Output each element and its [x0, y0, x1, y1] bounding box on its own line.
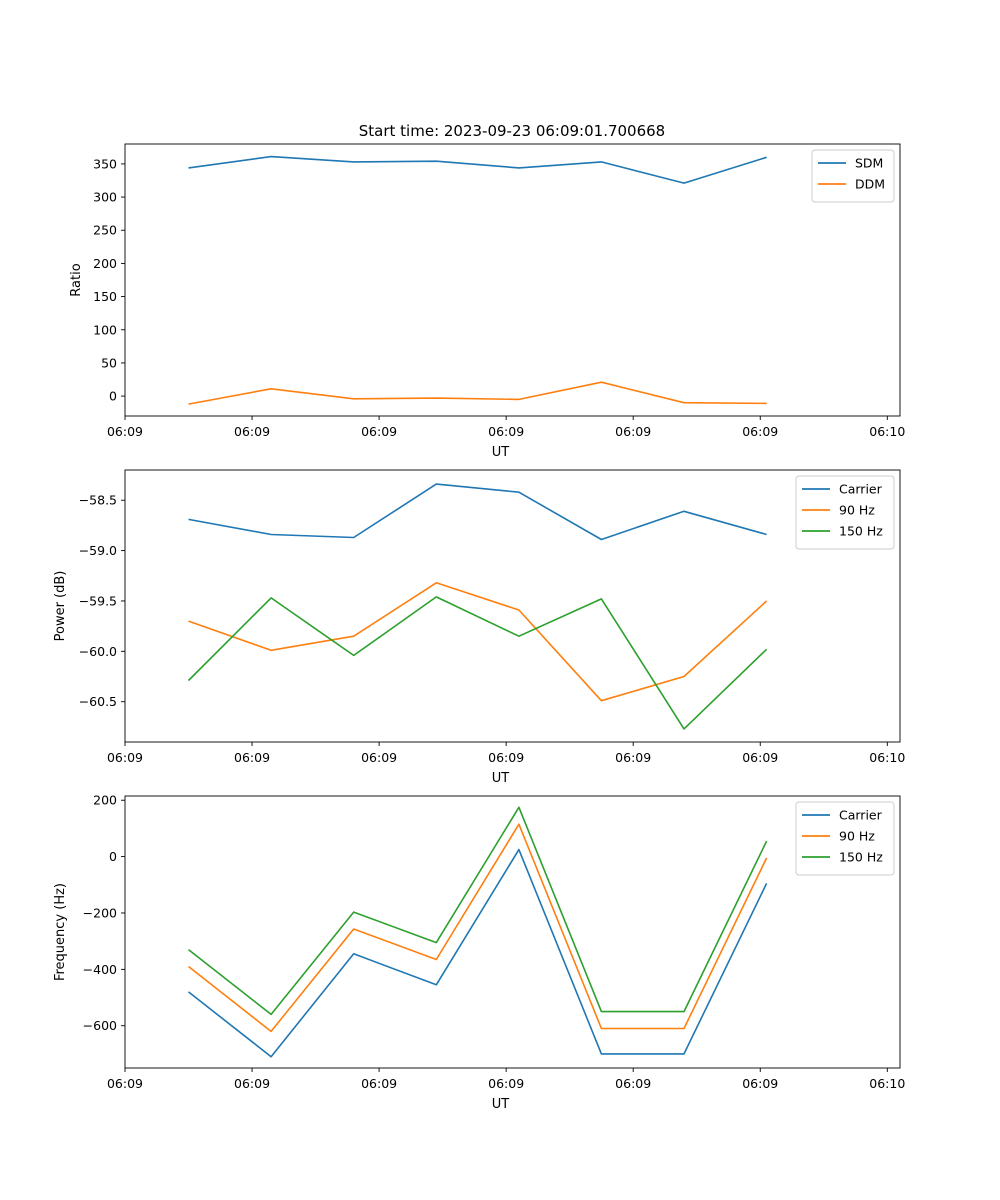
power-x-tick-label: 06:09: [742, 750, 778, 765]
ratio-x-tick-label: 06:10: [869, 424, 905, 439]
frequency-series-150-hz-line: [188, 806, 768, 1016]
frequency-x-tick-label: 06:09: [361, 1076, 397, 1091]
power-x-tick-label: 06:09: [234, 750, 270, 765]
ratio-y-tick-label: 200: [93, 256, 117, 271]
frequency-x-axis-label: UT: [492, 1097, 510, 1112]
frequency-series-90-hz-line: [188, 823, 768, 1033]
frequency-x-tick-label: 06:09: [615, 1076, 651, 1091]
power-series-carrier-line: [188, 483, 767, 541]
ratio-x-axis-label: UT: [492, 445, 510, 460]
power-legend-label: 150 Hz: [839, 524, 883, 539]
frequency-x-tick-label: 06:09: [234, 1076, 270, 1091]
frequency-y-tick-label: −400: [83, 962, 117, 977]
ratio-x-tick-label: 06:09: [234, 424, 270, 439]
ratio-x-tick-label: 06:09: [361, 424, 397, 439]
ratio-x-tick-label: 06:09: [615, 424, 651, 439]
ratio-series-sdm-line: [188, 155, 767, 184]
ratio-y-tick-label: 100: [93, 322, 117, 337]
frequency-y-tick-label: 200: [93, 793, 117, 808]
frequency-legend-label: Carrier: [839, 808, 883, 823]
ratio-y-tick-label: 250: [93, 223, 117, 238]
ratio-y-tick-label: 300: [93, 190, 117, 205]
power-y-tick-label: −59.0: [79, 543, 117, 558]
power-x-tick-label: 06:09: [615, 750, 651, 765]
frequency-series-carrier-line: [188, 848, 768, 1058]
power-axes-frame: [124, 469, 901, 743]
power-legend: Carrier 90 Hz 150 Hz: [795, 475, 895, 550]
frequency-x-tick-label: 06:09: [107, 1076, 143, 1091]
ratio-y-tick-label: 50: [101, 355, 117, 370]
power-y-tick-label: −59.5: [79, 593, 117, 608]
ratio-y-axis-label: Ratio: [69, 263, 84, 296]
ratio-x-tick-label: 06:09: [742, 424, 778, 439]
frequency-axes-frame: [124, 795, 901, 1069]
power-y-axis-label: Power (dB): [53, 571, 68, 642]
ratio-legend-label: DDM: [855, 177, 885, 192]
frequency-y-tick-label: 0: [109, 849, 117, 864]
frequency-y-tick-label: −200: [83, 905, 117, 920]
power-y-tick-label: −60.5: [79, 694, 117, 709]
figure-title: Start time: 2023-09-23 06:09:01.700668: [359, 122, 665, 140]
ratio-y-tick-label: 0: [109, 389, 117, 404]
power-series-90-hz-line: [188, 581, 768, 702]
frequency-y-tick-label: −600: [83, 1018, 117, 1033]
power-x-tick-label: 06:09: [361, 750, 397, 765]
power-x-tick-label: 06:09: [488, 750, 524, 765]
frequency-x-tick-label: 06:09: [742, 1076, 778, 1091]
ratio-panel: 06:09 06:09 06:09 06:09 06:09 06:09 06:10 0 50 10…: [69, 143, 905, 460]
ratio-series-ddm-line: [188, 381, 767, 405]
ratio-y-tick-label: 150: [93, 289, 117, 304]
frequency-legend: Carrier 90 Hz 150 Hz: [795, 801, 895, 876]
frequency-legend-label: 150 Hz: [839, 850, 883, 865]
frequency-x-tick-label: 06:09: [488, 1076, 524, 1091]
power-x-tick-label: 06:09: [107, 750, 143, 765]
ratio-x-tick-label: 06:09: [488, 424, 524, 439]
power-x-tick-label: 06:10: [869, 750, 905, 765]
frequency-panel: 06:09 06:09 06:09 06:09 06:09 06:09 06:10 200 0 −…: [53, 793, 905, 1112]
frequency-x-tick-label: 06:10: [869, 1076, 905, 1091]
ratio-x-tick-label: 06:09: [107, 424, 143, 439]
power-legend-label: 90 Hz: [839, 503, 875, 518]
power-y-tick-label: −58.5: [79, 493, 117, 508]
power-panel: 06:09 06:09 06:09 06:09 06:09 06:09 06:10 −58.5…: [53, 469, 905, 786]
frequency-legend-label: 90 Hz: [839, 829, 875, 844]
ratio-y-tick-label: 350: [93, 156, 117, 171]
power-y-tick-label: −60.0: [79, 644, 117, 659]
ratio-legend: SDM DDM: [811, 149, 895, 203]
subplots: 06:09 06:09 06:09 06:09 06:09 06:09 06:10 0 50 10…: [53, 143, 905, 1112]
power-legend-label: Carrier: [839, 482, 883, 497]
ratio-axes-frame: [124, 143, 901, 417]
power-series-150-hz-line: [187, 596, 768, 730]
frequency-y-axis-label: Frequency (Hz): [53, 883, 68, 981]
power-x-axis-label: UT: [492, 771, 510, 786]
ratio-legend-label: SDM: [855, 156, 883, 171]
